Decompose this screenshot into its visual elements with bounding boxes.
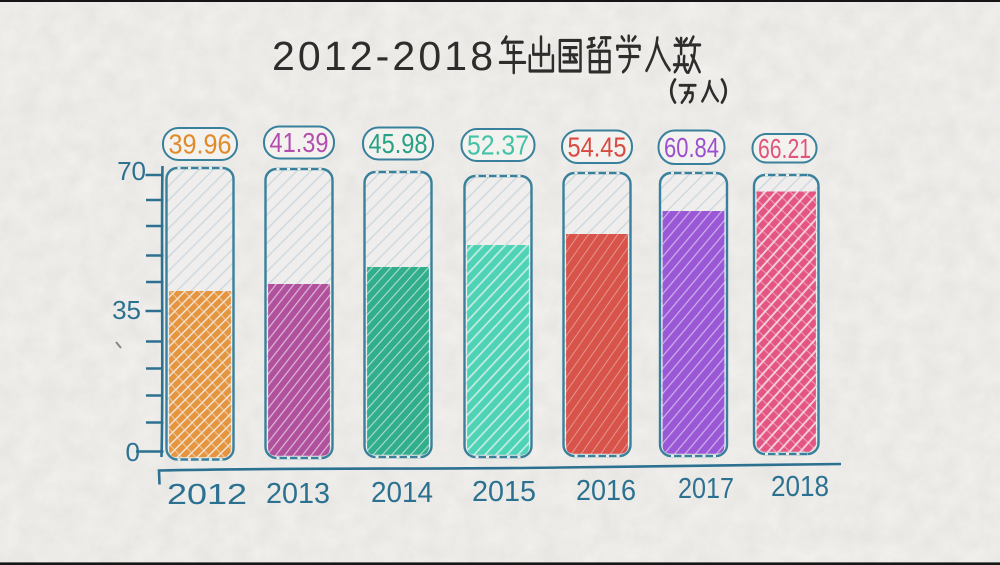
svg-text:2014: 2014 [371,477,433,509]
svg-text:2016: 2016 [576,475,636,507]
svg-text:60.84: 60.84 [664,132,719,163]
svg-text:0: 0 [126,437,140,467]
svg-text:54.45: 54.45 [568,131,627,162]
svg-text:2012: 2012 [167,479,247,511]
svg-text:2012-2018: 2012-2018 [272,33,496,79]
svg-text:70: 70 [117,156,146,186]
svg-text:2015: 2015 [472,476,536,508]
svg-text:66.21: 66.21 [758,133,811,164]
svg-text:39.96: 39.96 [169,129,232,160]
svg-text:2017: 2017 [678,473,734,505]
svg-text:41.39: 41.39 [270,127,329,158]
svg-text:52.37: 52.37 [467,130,529,161]
svg-text:2013: 2013 [266,478,330,510]
svg-text:45.98: 45.98 [369,128,428,159]
svg-text:2018: 2018 [771,471,829,503]
svg-text:35: 35 [112,295,141,325]
